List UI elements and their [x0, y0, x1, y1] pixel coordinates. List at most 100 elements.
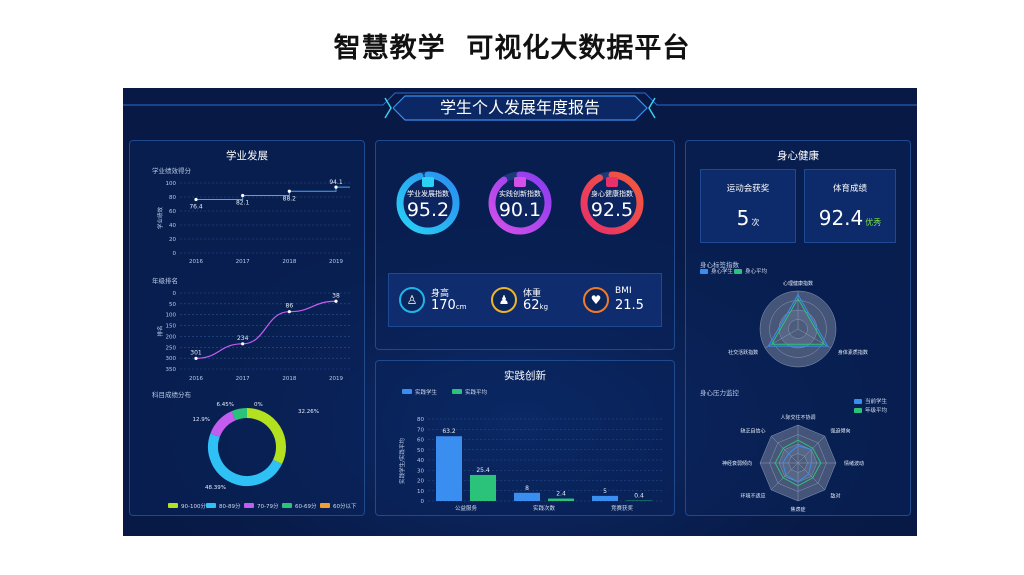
y-tick-label: 100 — [166, 181, 177, 187]
donut-data-label: 0% — [254, 402, 263, 408]
score-data-label: 82.1 — [236, 200, 250, 207]
rank-data-label: 86 — [286, 303, 294, 310]
y-tick-label: 250 — [166, 345, 177, 351]
y-axis-label: 排名 — [156, 325, 164, 336]
radar-axis-label: 环境不适应 — [740, 493, 765, 500]
legend-label: 当前学生 — [865, 397, 888, 405]
radar-axis-label: 焦虑症 — [790, 506, 805, 513]
score-point — [241, 193, 245, 198]
x-tick-label: 2017 — [236, 376, 250, 382]
index-ring-graphic — [396, 171, 460, 235]
pe-score-label: 体育成绩 — [832, 184, 867, 194]
legend-swatch — [402, 389, 412, 394]
donut-slice — [210, 411, 236, 438]
legend-label: 60分以下 — [333, 502, 357, 510]
y-tick-label: 40 — [169, 223, 176, 229]
y-tick-label: 350 — [166, 367, 177, 373]
radar-spoke — [770, 435, 799, 464]
bar — [592, 495, 618, 501]
grade-dist-label: 科目成绩分布 — [152, 391, 191, 399]
bar-data-label: 25.4 — [476, 467, 490, 474]
rank-point — [334, 299, 338, 303]
legend-swatch — [206, 503, 216, 508]
body-stat-value: 62kg — [523, 298, 549, 313]
donut-data-label: 12.9% — [193, 417, 210, 423]
legend-label: 90-100分 — [181, 502, 206, 510]
body-stat-2: ♟ 体重 62kg — [491, 284, 581, 318]
donut-data-label: 6.45% — [217, 402, 234, 408]
score-data-label: 76.4 — [189, 204, 203, 211]
x-tick-label: 2019 — [329, 259, 343, 265]
radar-axis-label: 强迫倾向 — [831, 427, 851, 434]
score-chart-label: 学业绩效得分 — [152, 167, 191, 175]
sports-award-label: 运动会获奖 — [726, 184, 770, 194]
index-label: 身心健康指数 — [591, 190, 633, 198]
legend-label: 70-79分 — [257, 502, 279, 510]
legend-label: 年级平均 — [865, 406, 888, 414]
radar-spoke — [797, 328, 832, 349]
rank-data-label: 301 — [190, 349, 202, 356]
pe-score-value: 92.4 优秀 — [818, 206, 882, 230]
rank-point — [241, 342, 245, 346]
radar-spoke — [764, 328, 799, 349]
radar-axis-label: 人际交往不协调 — [780, 414, 815, 421]
y-tick-label: 40 — [417, 458, 424, 464]
x-tick-label: 2018 — [282, 259, 296, 265]
person-icon: ♙ — [399, 287, 425, 313]
body-stat-label: 身高 — [431, 289, 450, 299]
legend-swatch — [734, 269, 742, 274]
y-tick-label: 0 — [173, 291, 177, 297]
rank-line — [195, 300, 337, 359]
ring-progress — [396, 171, 460, 235]
heart-icon — [606, 177, 618, 187]
radar-series — [767, 293, 829, 347]
rank-data-label: 234 — [237, 335, 249, 342]
y-tick-label: 200 — [166, 334, 177, 340]
bar-data-label: 2.4 — [556, 491, 566, 498]
legend-swatch — [282, 503, 292, 508]
legend-label: 身心学生 — [711, 267, 734, 275]
score-data-label: 94.1 — [329, 179, 343, 186]
y-tick-label: 60 — [417, 438, 424, 444]
x-tick-label: 公益服务 — [455, 504, 478, 512]
body-stats-box: ♙ 身高 170cm ♟ 体重 62kg ♥ BMI 21.5 — [388, 273, 662, 327]
y-tick-label: 80 — [417, 417, 424, 423]
dashboard: 学生个人发展年度报告 学业发展 学业绩效得分 100 80 60 40 20 0 学业绩效 7… — [123, 88, 917, 536]
radar-series — [770, 297, 826, 345]
bar — [470, 474, 496, 501]
radar-spoke — [770, 462, 799, 491]
y-tick-label: 50 — [169, 302, 176, 308]
score-point — [334, 185, 338, 189]
pe-score-card: 体育成绩 92.4 优秀 — [804, 169, 896, 243]
legend-swatch — [700, 269, 708, 274]
index-ring-2: 实践创新指数 90.1 — [486, 169, 554, 237]
score-data-label: 88.2 — [283, 195, 297, 202]
y-tick-label: 60 — [169, 209, 176, 215]
practice-bar-chart: 实践学生 实践平均 80 70 60 50 40 30 20 10 0 实践学生/实践平均 63.2 25… — [398, 388, 662, 512]
ring-progress — [488, 171, 552, 235]
y-axis-label: 学业绩效 — [156, 207, 164, 230]
index-ring-graphic — [580, 171, 644, 235]
radar-axis-label: 敌对 — [831, 493, 841, 500]
radar-axis-label: 情绪波动 — [844, 460, 864, 467]
y-tick-label: 20 — [417, 479, 424, 485]
body-stat-value: 21.5 — [615, 298, 644, 313]
rank-data-label: 38 — [332, 292, 340, 299]
practice-title: 实践创新 — [504, 370, 546, 382]
legend-label: 实践学生 — [415, 388, 438, 396]
book-icon — [422, 177, 434, 187]
bar-data-label: 5 — [603, 488, 607, 495]
donut-slice — [246, 408, 286, 465]
x-tick-label: 2019 — [329, 376, 343, 382]
radar-spoke — [797, 462, 826, 491]
rank-line-chart: 0 50 100 150 200 250 300 350 排名 301 234 86 38 2016 201… — [156, 291, 352, 382]
body-stat-3: ♥ BMI 21.5 — [583, 284, 673, 318]
legend-label: 身心平均 — [745, 267, 768, 275]
slide-title: 智慧教学 可视化大数据平台 — [333, 33, 691, 64]
x-tick-label: 实践次数 — [533, 504, 556, 512]
index-ring-graphic — [488, 171, 552, 235]
bar — [436, 436, 462, 501]
